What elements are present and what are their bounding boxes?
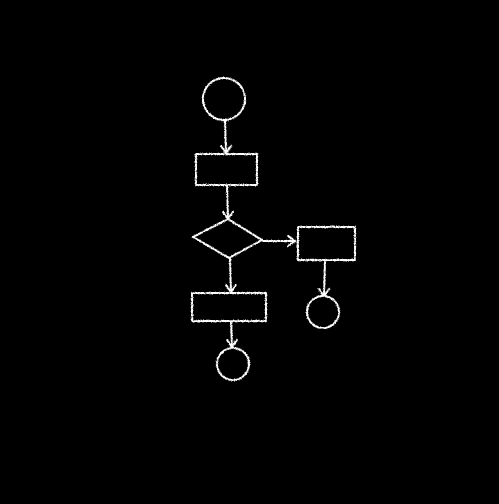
end-node-right-circle: [306, 295, 340, 329]
arrow-start-to-process: [220, 119, 232, 154]
arrow-decision-to-right-process: [262, 235, 296, 247]
start-node-circle: [202, 77, 246, 121]
decision-node-diamond: [192, 218, 263, 259]
arrow-process-to-decision: [222, 185, 234, 220]
arrow-bottom-process-to-end: [226, 321, 238, 348]
arrow-decision-to-bottom-process: [225, 258, 237, 293]
process-node-right: [297, 226, 356, 261]
process-node-2: [191, 292, 267, 322]
process-node-1: [195, 153, 258, 186]
end-node-bottom-circle: [216, 347, 250, 381]
arrow-right-process-to-end: [318, 260, 330, 297]
